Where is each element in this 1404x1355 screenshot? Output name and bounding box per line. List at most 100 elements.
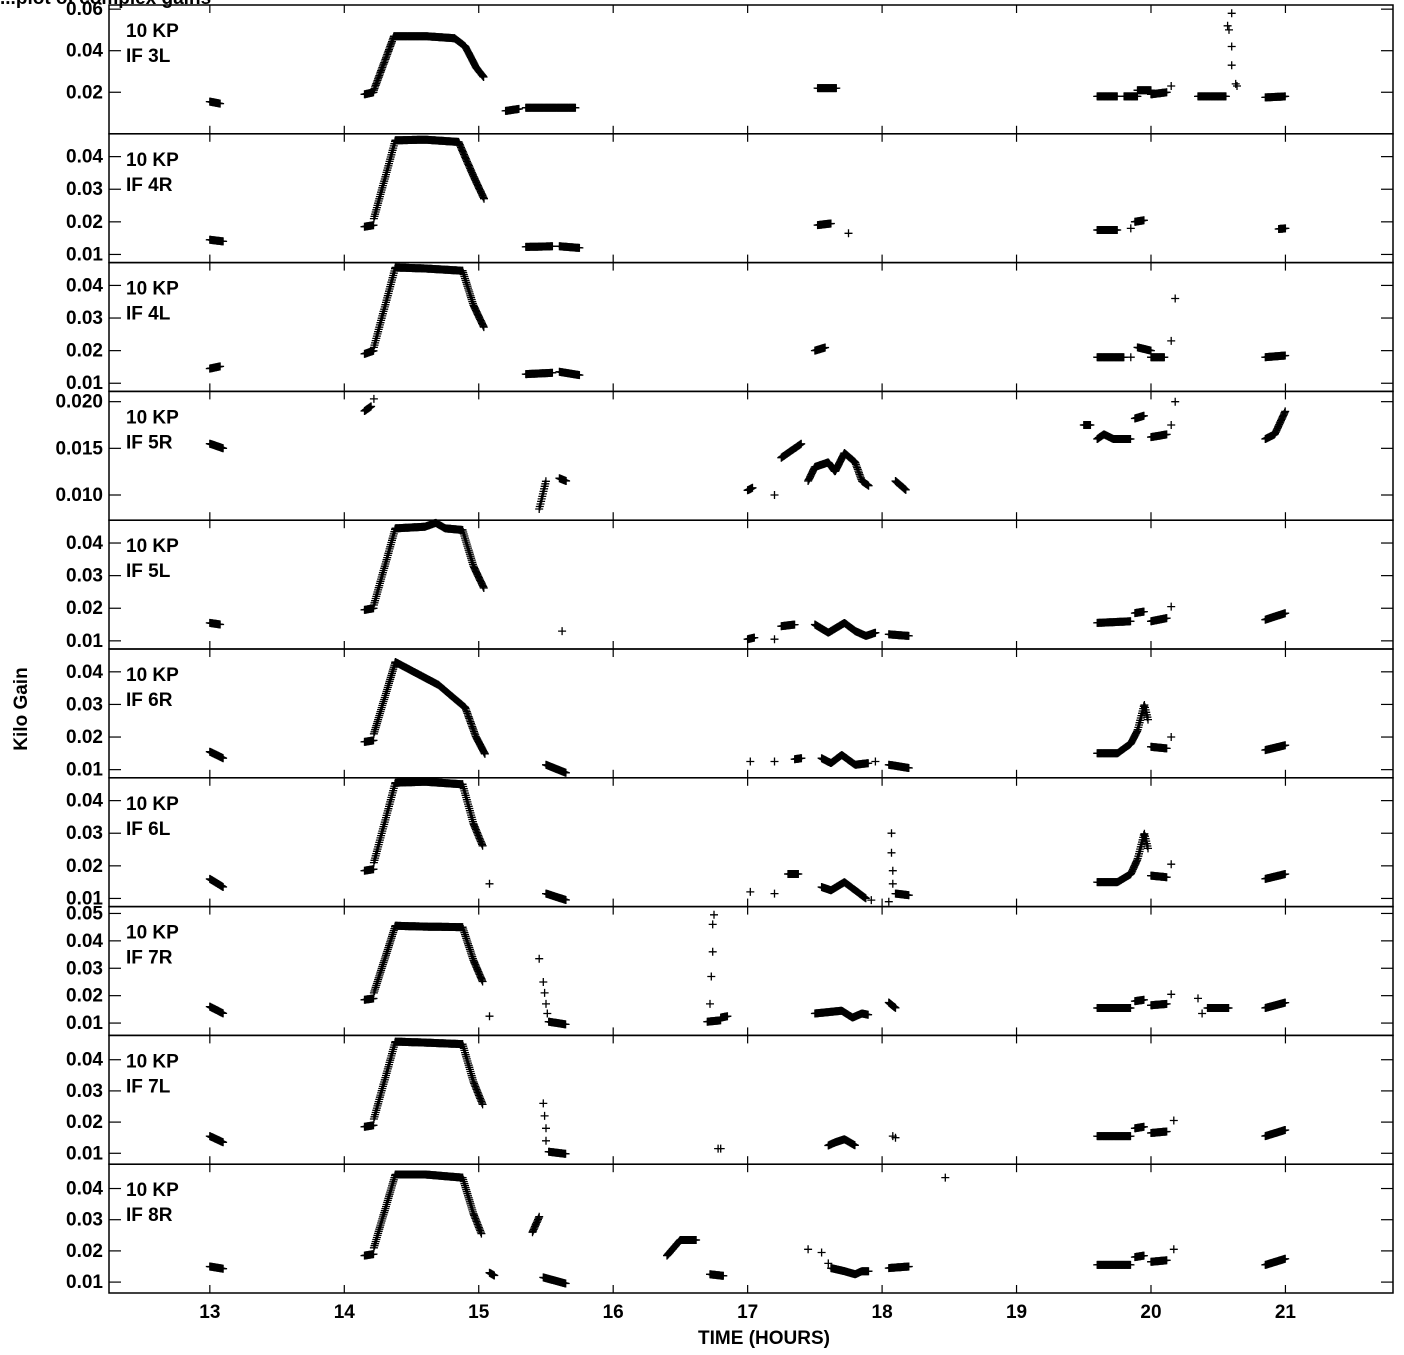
data-point <box>1127 224 1135 232</box>
data-point <box>542 1124 550 1132</box>
panel-label-if: IF 7L <box>126 1076 171 1097</box>
panel-data <box>206 778 1289 906</box>
y-tick-label: 0.01 <box>66 760 103 781</box>
y-tick-label: 0.02 <box>66 986 103 1007</box>
panel-label-if: IF 5L <box>126 561 171 582</box>
plot-title: ...plot of complex gains <box>0 0 211 10</box>
panel-label-antenna: 10 KP <box>126 407 179 428</box>
y-tick-label: 0.03 <box>66 179 103 200</box>
panel-frame <box>109 134 1393 263</box>
data-point <box>1225 26 1233 34</box>
panel-frame <box>109 649 1393 778</box>
data-point <box>542 1000 550 1008</box>
data-point <box>1167 860 1175 868</box>
y-tick-label: 0.05 <box>66 903 103 924</box>
y-tick-label: 0.03 <box>66 308 103 329</box>
panel-label-antenna: 10 KP <box>126 794 179 815</box>
y-tick-label: 0.03 <box>66 823 103 844</box>
data-point <box>746 758 754 766</box>
y-tick-label: 0.02 <box>66 598 103 619</box>
y-tick-label: 0.04 <box>66 1050 103 1071</box>
data-point <box>464 940 472 948</box>
y-tick-label: 0.02 <box>66 1241 103 1262</box>
panel-frame <box>109 1164 1393 1293</box>
y-tick-label: 0.01 <box>66 244 103 265</box>
data-point <box>464 544 472 552</box>
data-point <box>706 1000 714 1008</box>
data-point <box>541 1112 549 1120</box>
data-point <box>889 867 897 875</box>
data-point <box>464 284 472 292</box>
data-point <box>709 948 717 956</box>
data-point <box>543 1010 551 1018</box>
panel-label-if: IF 5R <box>126 432 173 453</box>
panel-label-antenna: 10 KP <box>126 536 179 557</box>
panel-data <box>206 658 1289 777</box>
data-point <box>542 1137 550 1145</box>
y-tick-label: 0.04 <box>66 931 103 952</box>
data-point <box>1194 994 1202 1002</box>
data-point <box>707 973 715 981</box>
y-tick-label: 0.02 <box>66 1112 103 1133</box>
y-tick-label: 0.04 <box>66 791 103 812</box>
data-point <box>1167 603 1175 611</box>
data-point <box>1233 82 1241 90</box>
panel-label-antenna: 10 KP <box>126 665 179 686</box>
y-tick-label: 0.01 <box>66 1272 103 1293</box>
y-tick-label: 0.01 <box>66 631 103 652</box>
panel-label-antenna: 10 KP <box>126 1051 179 1072</box>
y-tick-label: 0.04 <box>66 275 103 296</box>
data-point <box>1167 990 1175 998</box>
panel-data <box>206 1038 1289 1158</box>
panel-data <box>206 395 1289 513</box>
panel-label-antenna: 10 KP <box>126 150 179 171</box>
y-tick-label: 0.04 <box>66 1179 103 1200</box>
data-point <box>1171 295 1179 303</box>
panel-frame <box>109 520 1393 649</box>
data-point <box>1167 337 1175 345</box>
data-point <box>871 758 879 766</box>
panel-label-antenna: 10 KP <box>126 1180 179 1201</box>
y-tick-label: 0.03 <box>66 566 103 587</box>
data-point <box>746 888 754 896</box>
data-point <box>1127 353 1135 361</box>
data-point <box>486 880 494 888</box>
panel-label-antenna: 10 KP <box>126 923 179 944</box>
data-point <box>380 959 388 967</box>
data-point <box>771 635 779 643</box>
data-point <box>889 880 897 888</box>
data-point <box>1171 398 1179 406</box>
panel-label-if: IF 6R <box>126 690 173 711</box>
y-tick-label: 0.015 <box>55 438 103 459</box>
panel-label-if: IF 4R <box>126 175 173 196</box>
data-point <box>1228 9 1236 17</box>
y-tick-label: 0.03 <box>66 958 103 979</box>
panel-label-if: IF 8R <box>126 1205 173 1226</box>
data-point <box>710 911 718 919</box>
panel-frame <box>109 391 1393 520</box>
panel-data <box>206 1171 1289 1288</box>
panel-frame <box>109 5 1393 134</box>
data-point <box>539 978 547 986</box>
y-tick-label: 0.02 <box>66 856 103 877</box>
data-point <box>709 920 717 928</box>
y-tick-label: 0.03 <box>66 1210 103 1231</box>
data-point <box>539 1099 547 1107</box>
data-point <box>1232 80 1240 88</box>
panel-data <box>206 264 1289 380</box>
data-point <box>1198 1010 1206 1018</box>
panel-frame <box>109 1035 1393 1164</box>
panel-frame <box>109 907 1393 1036</box>
panel-data <box>206 9 1289 115</box>
data-point <box>1167 733 1175 741</box>
y-tick-label: 0.020 <box>55 392 103 413</box>
y-tick-label: 0.04 <box>66 41 103 62</box>
panel-frame <box>109 778 1393 907</box>
panel-label-antenna: 10 KP <box>126 21 179 42</box>
